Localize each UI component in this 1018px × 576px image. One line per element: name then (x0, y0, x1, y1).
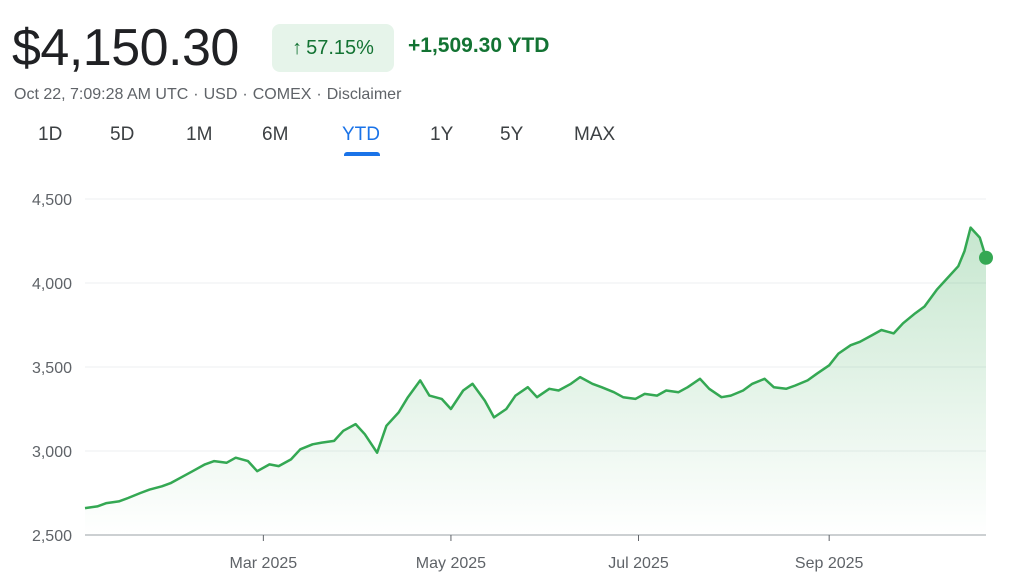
tab-ytd[interactable]: YTD (342, 124, 380, 145)
absolute-change: +1,509.30 YTD (408, 34, 550, 57)
current-price: $4,150.30 (12, 19, 239, 77)
x-tick-label: Sep 2025 (795, 555, 864, 572)
y-tick-label: 4,000 (32, 276, 72, 293)
tab-6m[interactable]: 6M (262, 124, 289, 145)
time-range-tabs: 1D 5D 1M 6M YTD 1Y 5Y MAX (0, 124, 700, 160)
price-area-fill (85, 227, 986, 535)
arrow-up-icon: ↑ (292, 36, 303, 59)
price-metadata: Oct 22, 7:09:28 AM UTC · USD · COMEX · Disclai… (14, 86, 402, 103)
y-tick-label: 2,500 (32, 528, 72, 545)
tab-5y[interactable]: 5Y (500, 124, 524, 145)
x-tick-label: Jul 2025 (608, 555, 669, 572)
active-tab-indicator (344, 152, 380, 156)
tab-1d[interactable]: 1D (38, 124, 63, 145)
tab-1y[interactable]: 1Y (430, 124, 454, 145)
x-tick-label: Mar 2025 (230, 555, 298, 572)
percent-change-badge: ↑ 57.15% (272, 24, 394, 72)
currency: USD (203, 86, 238, 103)
timestamp: Oct 22, 7:09:28 AM UTC (14, 86, 189, 103)
disclaimer-link[interactable]: Disclaimer (326, 86, 402, 103)
tab-5d[interactable]: 5D (110, 124, 135, 145)
x-tick-label: May 2025 (416, 555, 486, 572)
y-tick-label: 3,500 (32, 360, 72, 377)
tab-1m[interactable]: 1M (186, 124, 213, 145)
exchange: COMEX (252, 86, 312, 103)
tab-max[interactable]: MAX (574, 124, 616, 145)
percent-change-value: 57.15% (306, 36, 374, 59)
y-axis: 4,500 4,000 3,500 3,000 2,500 (32, 192, 72, 545)
y-tick-label: 3,000 (32, 444, 72, 461)
x-axis: Mar 2025 May 2025 Jul 2025 Sep 2025 (230, 535, 864, 572)
current-price-dot (979, 250, 993, 265)
y-tick-label: 4,500 (32, 192, 72, 209)
price-line (84, 226, 988, 510)
